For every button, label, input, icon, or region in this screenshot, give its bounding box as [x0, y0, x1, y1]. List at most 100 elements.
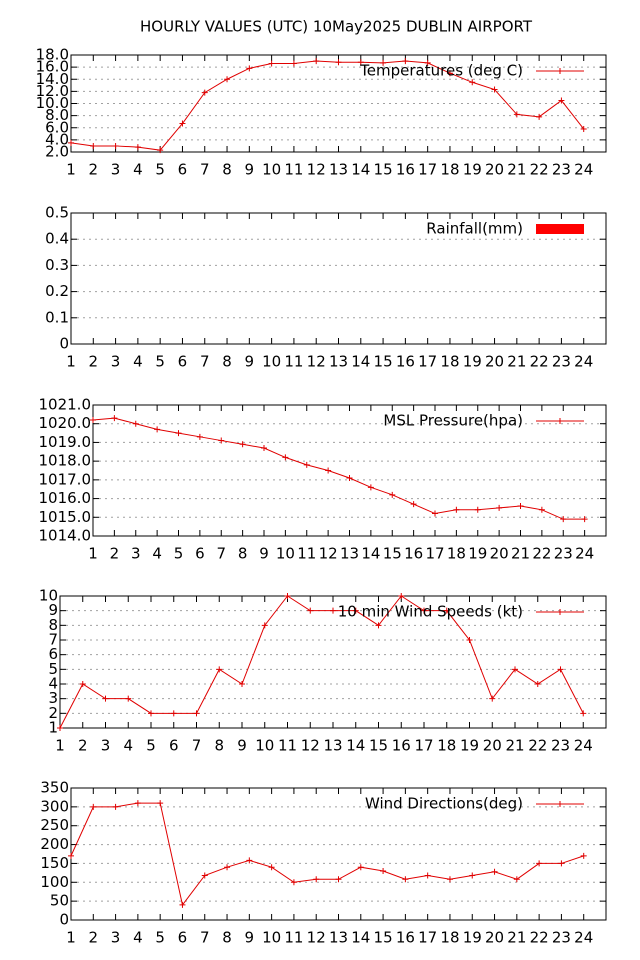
y-tick-label: 6	[48, 645, 58, 663]
data-point	[375, 622, 382, 629]
data-point	[432, 510, 438, 517]
y-tick-label: 6.0	[45, 118, 69, 136]
y-tick-label: 0.2	[45, 282, 69, 300]
data-point	[538, 506, 545, 513]
data-point	[284, 593, 291, 599]
data-point	[512, 666, 518, 673]
x-tick-label: 10	[262, 929, 281, 947]
y-tick-label: 7	[48, 631, 58, 649]
legend-label: Temperatures (deg C)	[359, 62, 523, 80]
data-line	[92, 417, 585, 520]
data-point	[268, 60, 275, 67]
x-tick-label: 9	[237, 737, 247, 755]
x-tick-label: 1	[66, 161, 76, 179]
data-point	[79, 681, 86, 687]
x-tick-label: 15	[383, 545, 402, 563]
data-point	[175, 430, 182, 437]
x-tick-label: 14	[346, 737, 365, 755]
y-tick-label: 0.4	[45, 230, 69, 248]
data-point	[216, 666, 223, 673]
data-point	[580, 710, 587, 717]
x-tick-label: 20	[485, 161, 504, 179]
data-point	[398, 593, 405, 599]
data-point	[246, 857, 253, 864]
plot-frame	[70, 787, 607, 921]
data-point	[325, 467, 332, 474]
x-tick-label: 20	[490, 545, 509, 563]
legend-label: Rainfall(mm)	[426, 220, 523, 238]
x-tick-label: 14	[361, 545, 380, 563]
x-tick-label: 18	[447, 545, 466, 563]
y-tick-label: 10	[39, 587, 58, 605]
y-tick-label: 1020.0	[39, 414, 92, 432]
data-point	[560, 516, 567, 523]
y-tick-label: 250	[40, 816, 69, 834]
x-tick-label: 12	[319, 545, 338, 563]
x-tick-label: 12	[307, 929, 326, 947]
x-tick-label: 23	[551, 737, 570, 755]
data-point	[357, 864, 364, 871]
y-tick-label: 12.0	[36, 82, 69, 100]
data-point	[424, 872, 431, 879]
x-tick-label: 21	[511, 545, 530, 563]
data-point	[313, 58, 320, 65]
data-point	[125, 695, 132, 702]
y-tick-label: 1	[48, 719, 58, 737]
data-point	[90, 416, 96, 423]
data-point	[196, 433, 203, 440]
data-point	[446, 70, 453, 77]
y-tick-label: 8	[48, 616, 58, 634]
data-line	[70, 60, 585, 151]
x-tick-label: 14	[351, 353, 370, 371]
data-point	[179, 120, 186, 127]
x-tick-label: 4	[133, 161, 143, 179]
y-tick-label: 18.0	[36, 46, 69, 64]
x-tick-label: 22	[532, 545, 551, 563]
plot-frame	[59, 595, 607, 729]
data-point	[193, 710, 200, 717]
x-tick-label: 6	[169, 737, 179, 755]
x-tick-label: 13	[340, 545, 359, 563]
data-point	[558, 97, 565, 104]
x-tick-label: 23	[554, 545, 573, 563]
data-point	[157, 800, 164, 807]
x-tick-label: 21	[507, 353, 526, 371]
data-point	[410, 501, 417, 508]
data-point	[446, 876, 453, 883]
data-point	[261, 445, 267, 452]
x-tick-label: 8	[214, 737, 224, 755]
data-point	[517, 503, 524, 510]
data-point	[246, 65, 253, 72]
y-tick-label: 2.0	[45, 143, 69, 161]
x-tick-label: 17	[418, 161, 437, 179]
y-tick-label: 1021.0	[39, 396, 92, 414]
x-tick-label: 16	[396, 353, 415, 371]
x-tick-label: 1	[88, 545, 98, 563]
x-tick-label: 23	[552, 353, 571, 371]
y-tick-label: 3	[48, 689, 58, 707]
data-point	[335, 59, 342, 66]
x-tick-label: 6	[178, 161, 188, 179]
x-tick-label: 5	[155, 161, 165, 179]
x-tick-label: 22	[528, 737, 547, 755]
data-point	[496, 504, 503, 511]
x-tick-label: 8	[222, 161, 232, 179]
data-point	[201, 872, 208, 879]
data-point	[239, 441, 246, 448]
x-tick-label: 2	[89, 929, 99, 947]
y-tick-label: 9	[48, 601, 58, 619]
x-tick-label: 5	[155, 929, 165, 947]
data-point	[201, 89, 208, 96]
y-tick-label: 1015.0	[39, 508, 92, 526]
data-point	[290, 879, 297, 886]
y-tick-label: 0.3	[45, 256, 69, 274]
data-point	[290, 60, 297, 67]
x-tick-label: 7	[200, 929, 210, 947]
legend-label: MSL Pressure(hpa)	[383, 412, 523, 430]
y-tick-label: 0.5	[45, 204, 69, 222]
x-tick-label: 13	[329, 929, 348, 947]
legend-marker	[557, 609, 563, 615]
data-point	[307, 607, 314, 614]
x-tick-label: 9	[245, 161, 255, 179]
x-tick-label: 10	[276, 545, 295, 563]
